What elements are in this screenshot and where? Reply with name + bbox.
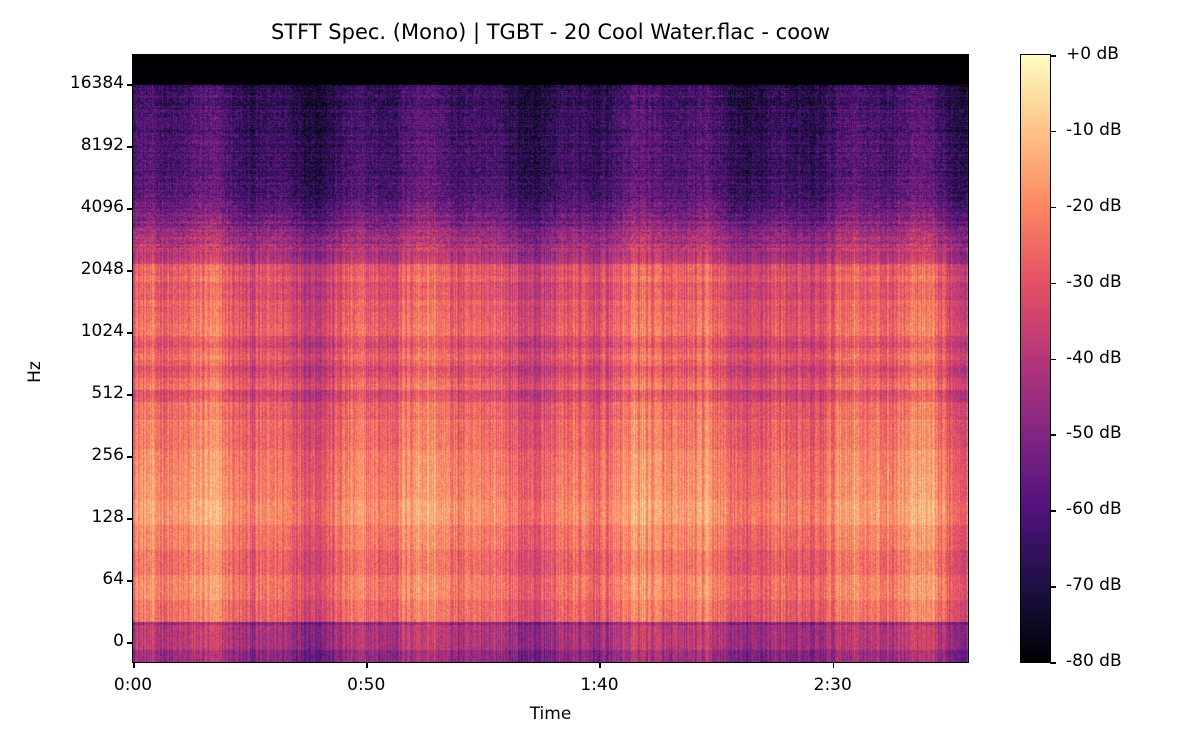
y-tick-label: 0 xyxy=(113,631,124,651)
colorbar-tick-label: -40 dB xyxy=(1066,347,1122,368)
x-tick-mark xyxy=(832,662,835,668)
y-tick-mark xyxy=(127,642,133,644)
y-tick-mark xyxy=(127,394,133,396)
y-tick-mark xyxy=(127,270,133,272)
y-tick-label: 2048 xyxy=(80,259,124,279)
colorbar-tick-mark xyxy=(1050,206,1056,209)
colorbar-tick-mark xyxy=(1050,510,1056,512)
y-axis-label: Hz xyxy=(24,361,45,383)
chart-title: STFT Spec. (Mono) | TGBT - 20 Cool Water… xyxy=(270,20,831,44)
x-tick-mark xyxy=(366,662,368,668)
colorbar-tick-mark xyxy=(1050,55,1056,57)
colorbar-tick-label: -70 dB xyxy=(1066,575,1122,596)
y-tick-label: 16384 xyxy=(69,73,124,93)
y-tick-mark xyxy=(127,146,133,148)
colorbar-tick-mark xyxy=(1050,586,1056,588)
y-tick-mark xyxy=(127,332,133,334)
y-tick-label: 256 xyxy=(91,445,124,465)
y-tick-mark xyxy=(127,84,133,86)
x-tick-label: 1:40 xyxy=(580,675,619,695)
colorbar-tick-label: -80 dB xyxy=(1066,651,1122,671)
y-tick-label: 64 xyxy=(102,569,124,589)
colorbar-tick-label: -50 dB xyxy=(1066,423,1122,444)
colorbar-tick-mark xyxy=(1050,358,1056,360)
y-tick-mark xyxy=(127,580,133,582)
x-tick-label: 0:50 xyxy=(347,675,386,695)
y-tick-label: 8192 xyxy=(80,135,124,155)
colorbar-tick-label: -20 dB xyxy=(1066,195,1122,216)
colorbar-tick-mark xyxy=(1050,434,1056,436)
y-tick-mark xyxy=(127,456,133,458)
colorbar-tick-mark xyxy=(1050,130,1056,133)
y-tick-mark xyxy=(127,208,133,210)
y-tick-label: 128 xyxy=(91,507,124,527)
colorbar-tick-label: +0 dB xyxy=(1066,44,1119,64)
y-tick-label: 4096 xyxy=(80,197,124,217)
colorbar-tick-mark xyxy=(1050,662,1056,664)
colorbar xyxy=(1021,55,1050,662)
x-tick-mark xyxy=(133,662,135,668)
colorbar-tick-mark xyxy=(1050,282,1056,285)
colorbar-tick-label: -60 dB xyxy=(1066,499,1122,520)
y-tick-mark xyxy=(127,518,133,520)
x-tick-label: 0:00 xyxy=(113,675,153,695)
x-tick-label: 2:30 xyxy=(813,675,852,695)
colorbar-tick-label: -30 dB xyxy=(1066,271,1122,292)
spectrogram-heatmap xyxy=(133,55,968,662)
x-tick-mark xyxy=(599,662,601,668)
y-tick-label: 512 xyxy=(91,383,124,403)
y-tick-label: 1024 xyxy=(80,321,124,341)
colorbar-tick-label: -10 dB xyxy=(1066,119,1122,140)
x-axis-label: Time xyxy=(529,704,572,724)
